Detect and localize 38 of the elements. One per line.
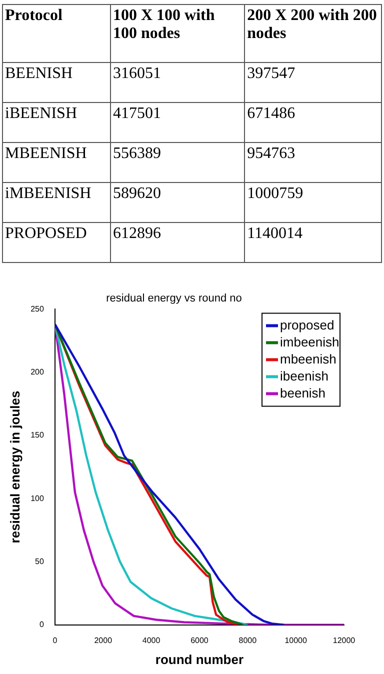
y-tick-label: 200 [30, 368, 44, 377]
data-label: 397547 [244, 62, 382, 102]
x-tick-label: 4000 [142, 636, 161, 645]
data-label: 556389 [110, 142, 245, 182]
x-tick-label: 10000 [284, 636, 308, 645]
chart-title: residual energy vs round no [106, 292, 242, 305]
y-tick-label: PROPOSED [2, 222, 110, 262]
legend-label: proposed [280, 317, 334, 332]
y-tick-label: iBEENISH [2, 102, 110, 142]
y-tick-label: iMBEENISH [2, 182, 110, 222]
data-label: 417501 [110, 102, 245, 142]
y-axis-title: Protocol [2, 4, 110, 62]
x-tick-label: 2000 [94, 636, 113, 645]
x-axis-title: round number [155, 652, 244, 667]
data-label: 1000759 [244, 182, 382, 222]
data-label: 954763 [244, 142, 382, 182]
data-label: 316051 [110, 62, 245, 102]
y-tick-label: MBEENISH [2, 142, 110, 182]
y-tick-label: 250 [30, 304, 44, 314]
y-tick-label: 0 [39, 620, 44, 630]
y-tick-label: 100 [30, 494, 44, 503]
legend-label: mbeenish [280, 351, 336, 366]
x-tick-label: 200 X 200 with 200 nodes [244, 4, 382, 62]
data-label: 671486 [244, 102, 382, 142]
x-tick-label: 100 X 100 with 100 nodes [110, 4, 245, 62]
legend-label: imbeenish [280, 334, 340, 350]
y-tick-label: 50 [35, 556, 44, 566]
x-tick-label: 12000 [332, 636, 356, 645]
data-label: 589620 [110, 182, 245, 222]
data-label: 1140014 [244, 222, 382, 262]
x-tick-label: 6000 [190, 636, 209, 645]
legend-label: ibeenish [280, 368, 328, 384]
legend-label: beenish [280, 385, 326, 400]
y-tick-label: 150 [30, 430, 44, 440]
y-tick-label: BEENISH [2, 62, 110, 102]
x-tick-label: 8000 [238, 636, 258, 645]
y-axis-title: residual energy in joules [7, 390, 22, 544]
data-label: 612896 [110, 222, 245, 262]
